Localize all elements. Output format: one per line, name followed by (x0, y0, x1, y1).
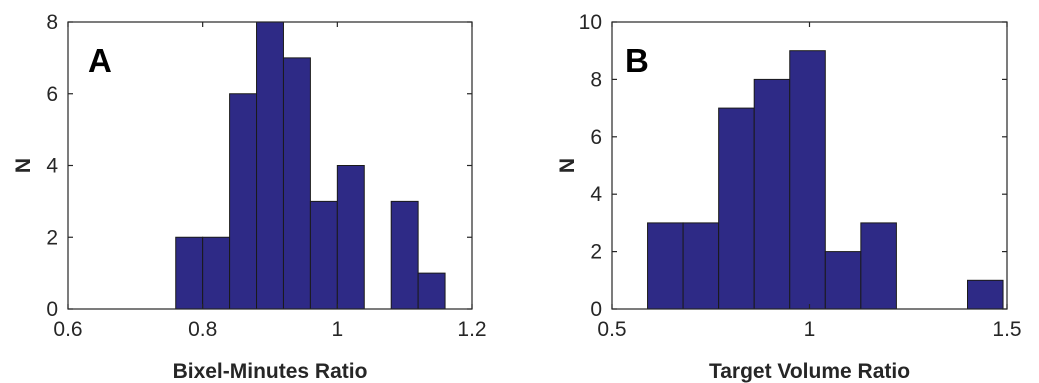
y-tick-label: 6 (46, 83, 58, 106)
histogram-bar (256, 21, 284, 310)
histogram-bar (860, 222, 897, 310)
histogram-panel-a: 0.6 0.8 1 1.2 0 2 4 6 8 Bixel-Minutes Ratio N A (12, 11, 487, 383)
x-tick-label: 1 (804, 318, 816, 341)
histogram-bar (175, 236, 204, 310)
histogram-panel-b: 0.5 1 1.5 0 2 4 6 8 10 Target Volume Ratio N B (556, 11, 1022, 383)
histogram-bar (682, 222, 720, 310)
y-axis-label: N (556, 158, 579, 173)
y-tick-label: 0 (590, 298, 602, 321)
panel-label: B (625, 42, 649, 79)
histogram-bar (753, 78, 791, 310)
histogram-bar (282, 57, 311, 310)
x-tick-label: 0.5 (597, 318, 626, 341)
y-axis-label: N (12, 158, 35, 173)
histogram-bar (417, 272, 446, 310)
histogram-bar (967, 279, 1004, 310)
histogram-bar (202, 236, 231, 310)
histogram-bar (824, 251, 862, 310)
y-tick-label: 2 (590, 241, 602, 264)
histogram-bar (647, 222, 684, 310)
y-tick-label: 8 (590, 68, 602, 91)
histogram-bar (718, 107, 755, 310)
y-tick-label: 10 (579, 11, 602, 34)
histogram-bar (789, 50, 826, 310)
histogram-bar (390, 200, 419, 310)
x-axis-label: Target Volume Ratio (709, 360, 910, 383)
y-tick-label: 4 (590, 183, 602, 206)
x-tick-label: 1.5 (992, 318, 1021, 341)
x-tick-label: 1.2 (457, 318, 486, 341)
y-tick-label: 4 (46, 155, 58, 178)
y-tick-label: 2 (46, 226, 58, 249)
y-tick-label: 6 (590, 126, 602, 149)
histogram-bar (336, 165, 365, 310)
histogram-bar (309, 200, 338, 310)
x-tick-label: 0.6 (53, 318, 82, 341)
y-tick-label: 8 (46, 11, 58, 34)
panel-label: A (88, 42, 112, 79)
x-tick-label: 1 (331, 318, 343, 341)
histogram-bar (229, 93, 258, 310)
x-axis-label: Bixel-Minutes Ratio (173, 360, 368, 383)
x-tick-label: 0.8 (188, 318, 217, 341)
y-tick-label: 0 (46, 298, 58, 321)
